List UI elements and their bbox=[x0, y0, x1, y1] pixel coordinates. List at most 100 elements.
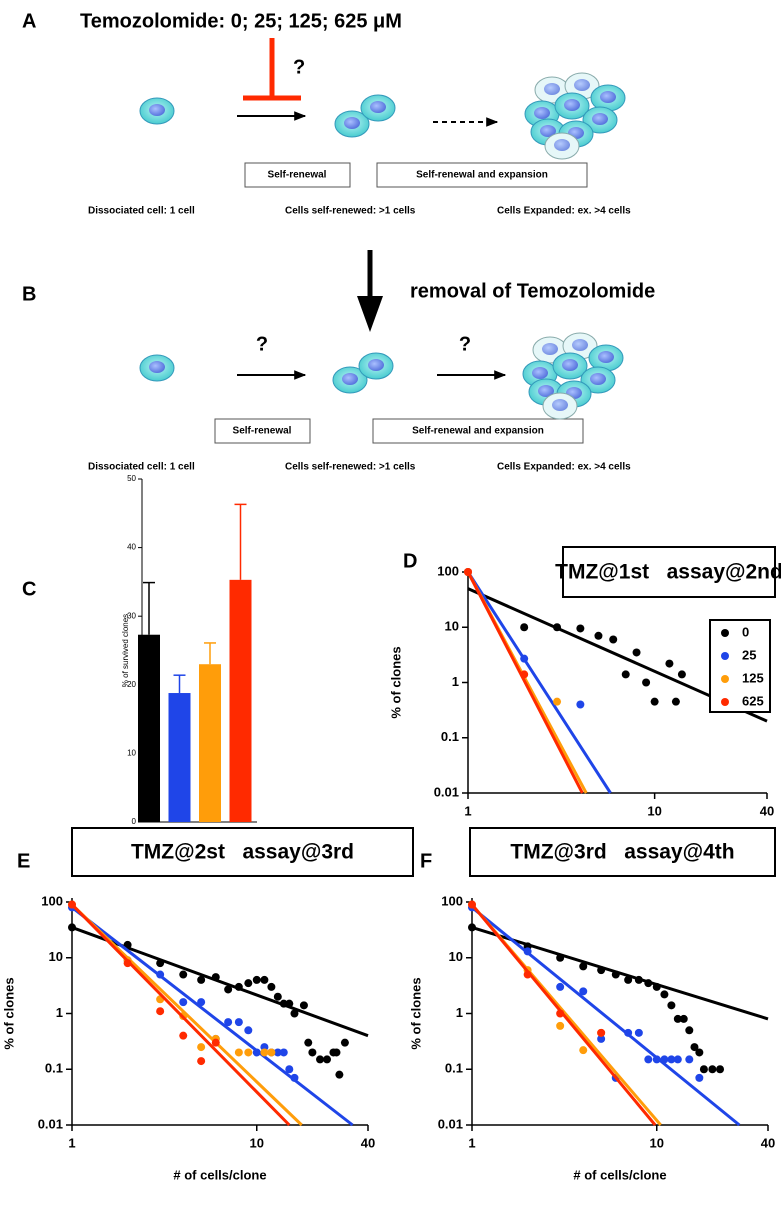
nucleus bbox=[532, 367, 548, 379]
point bbox=[652, 1055, 661, 1064]
y-tick-label: 40 bbox=[127, 543, 136, 552]
point bbox=[244, 1026, 253, 1035]
nucleus bbox=[544, 83, 560, 95]
point bbox=[304, 1038, 313, 1047]
point bbox=[211, 1038, 220, 1047]
point bbox=[553, 697, 562, 706]
point bbox=[273, 992, 282, 1001]
nucleus bbox=[554, 139, 570, 151]
nucleus bbox=[540, 125, 556, 137]
panel-label: D bbox=[403, 550, 417, 572]
point bbox=[68, 923, 76, 932]
point bbox=[556, 953, 565, 962]
point bbox=[716, 1065, 725, 1074]
y-tick-label: 100 bbox=[41, 893, 63, 908]
point bbox=[642, 678, 651, 687]
point bbox=[597, 1034, 606, 1043]
point bbox=[660, 990, 669, 999]
box-label: Self-renewal bbox=[233, 426, 292, 437]
point bbox=[650, 697, 659, 706]
box-label: Self-renewal and expansion bbox=[412, 426, 544, 437]
x-tick-label: 1 bbox=[468, 1135, 475, 1150]
nucleus bbox=[342, 373, 358, 385]
point bbox=[597, 966, 606, 975]
diagram: A Temozolomide: 0; 25; 125; 625 μM ? Sel… bbox=[22, 10, 655, 472]
fit-line bbox=[466, 571, 612, 794]
caption: Cells self-renewed: >1 cells bbox=[285, 462, 416, 473]
point bbox=[579, 1046, 588, 1055]
y-tick-label: 0.01 bbox=[434, 784, 459, 799]
box bbox=[244, 162, 351, 188]
point bbox=[520, 623, 529, 632]
point bbox=[244, 979, 253, 988]
nucleus bbox=[598, 351, 614, 363]
y-axis-label: % of clones bbox=[408, 977, 423, 1049]
caption: Cells Expanded: ex. >4 cells bbox=[497, 462, 631, 473]
question: ? bbox=[293, 56, 305, 78]
point bbox=[290, 1073, 299, 1082]
point bbox=[224, 985, 233, 994]
nucleus bbox=[592, 113, 608, 125]
point bbox=[316, 1055, 325, 1064]
point bbox=[579, 962, 588, 971]
y-tick-label: 0 bbox=[132, 817, 137, 826]
diagram-title: Temozolomide: 0; 25; 125; 625 μM bbox=[80, 10, 402, 32]
y-tick-label: 0.1 bbox=[445, 1061, 463, 1076]
panel-label: B bbox=[22, 283, 36, 305]
panel-label: E bbox=[17, 850, 30, 872]
y-tick-label: 50 bbox=[127, 474, 136, 483]
point bbox=[597, 1028, 606, 1037]
point bbox=[621, 670, 630, 679]
point bbox=[634, 1028, 643, 1037]
point bbox=[197, 1057, 206, 1066]
x-tick-label: 1 bbox=[68, 1135, 75, 1150]
point bbox=[576, 700, 585, 709]
point bbox=[523, 970, 532, 979]
point bbox=[673, 1014, 682, 1023]
point bbox=[644, 1055, 653, 1064]
point bbox=[634, 975, 643, 984]
point bbox=[123, 940, 132, 949]
caption: Dissociated cell: 1 cell bbox=[88, 462, 195, 473]
diagram-title: removal of Temozolomide bbox=[410, 280, 655, 302]
point bbox=[624, 1028, 633, 1037]
box bbox=[376, 162, 588, 188]
y-tick-label: 1 bbox=[56, 1005, 63, 1020]
point bbox=[624, 975, 633, 984]
point bbox=[234, 1018, 243, 1027]
chart-title: TMZ@1st assay@2nd bbox=[555, 561, 781, 584]
point bbox=[252, 1048, 261, 1057]
point bbox=[285, 1065, 294, 1074]
bar bbox=[229, 579, 252, 822]
point bbox=[179, 1031, 188, 1040]
point bbox=[667, 1001, 676, 1010]
y-tick-label: 100 bbox=[441, 893, 463, 908]
point bbox=[197, 975, 206, 984]
point bbox=[708, 1065, 717, 1074]
point bbox=[644, 979, 653, 988]
legend-swatch bbox=[721, 675, 729, 683]
point bbox=[699, 1065, 708, 1074]
point bbox=[179, 970, 188, 979]
fit-line bbox=[70, 903, 291, 1127]
panel-label: C bbox=[22, 578, 36, 600]
y-tick-label: 20 bbox=[127, 680, 136, 689]
x-tick-label: 40 bbox=[761, 1135, 775, 1150]
point bbox=[667, 1055, 676, 1064]
nucleus bbox=[538, 385, 554, 397]
nucleus bbox=[564, 99, 580, 111]
y-axis-label: % of survived clones bbox=[121, 614, 130, 687]
point bbox=[652, 982, 661, 991]
y-tick-label: 1 bbox=[452, 674, 459, 689]
box bbox=[372, 418, 584, 444]
nucleus bbox=[574, 79, 590, 91]
x-axis-label: # of cells/clone bbox=[173, 1167, 266, 1182]
y-axis-label: % of clones bbox=[1, 977, 16, 1049]
point bbox=[156, 970, 165, 979]
point bbox=[468, 900, 476, 909]
y-tick-label: 10 bbox=[449, 949, 463, 964]
legend-swatch bbox=[721, 629, 729, 637]
point bbox=[234, 1048, 243, 1057]
y-tick-label: 10 bbox=[445, 619, 459, 634]
legend-swatch bbox=[721, 698, 729, 706]
